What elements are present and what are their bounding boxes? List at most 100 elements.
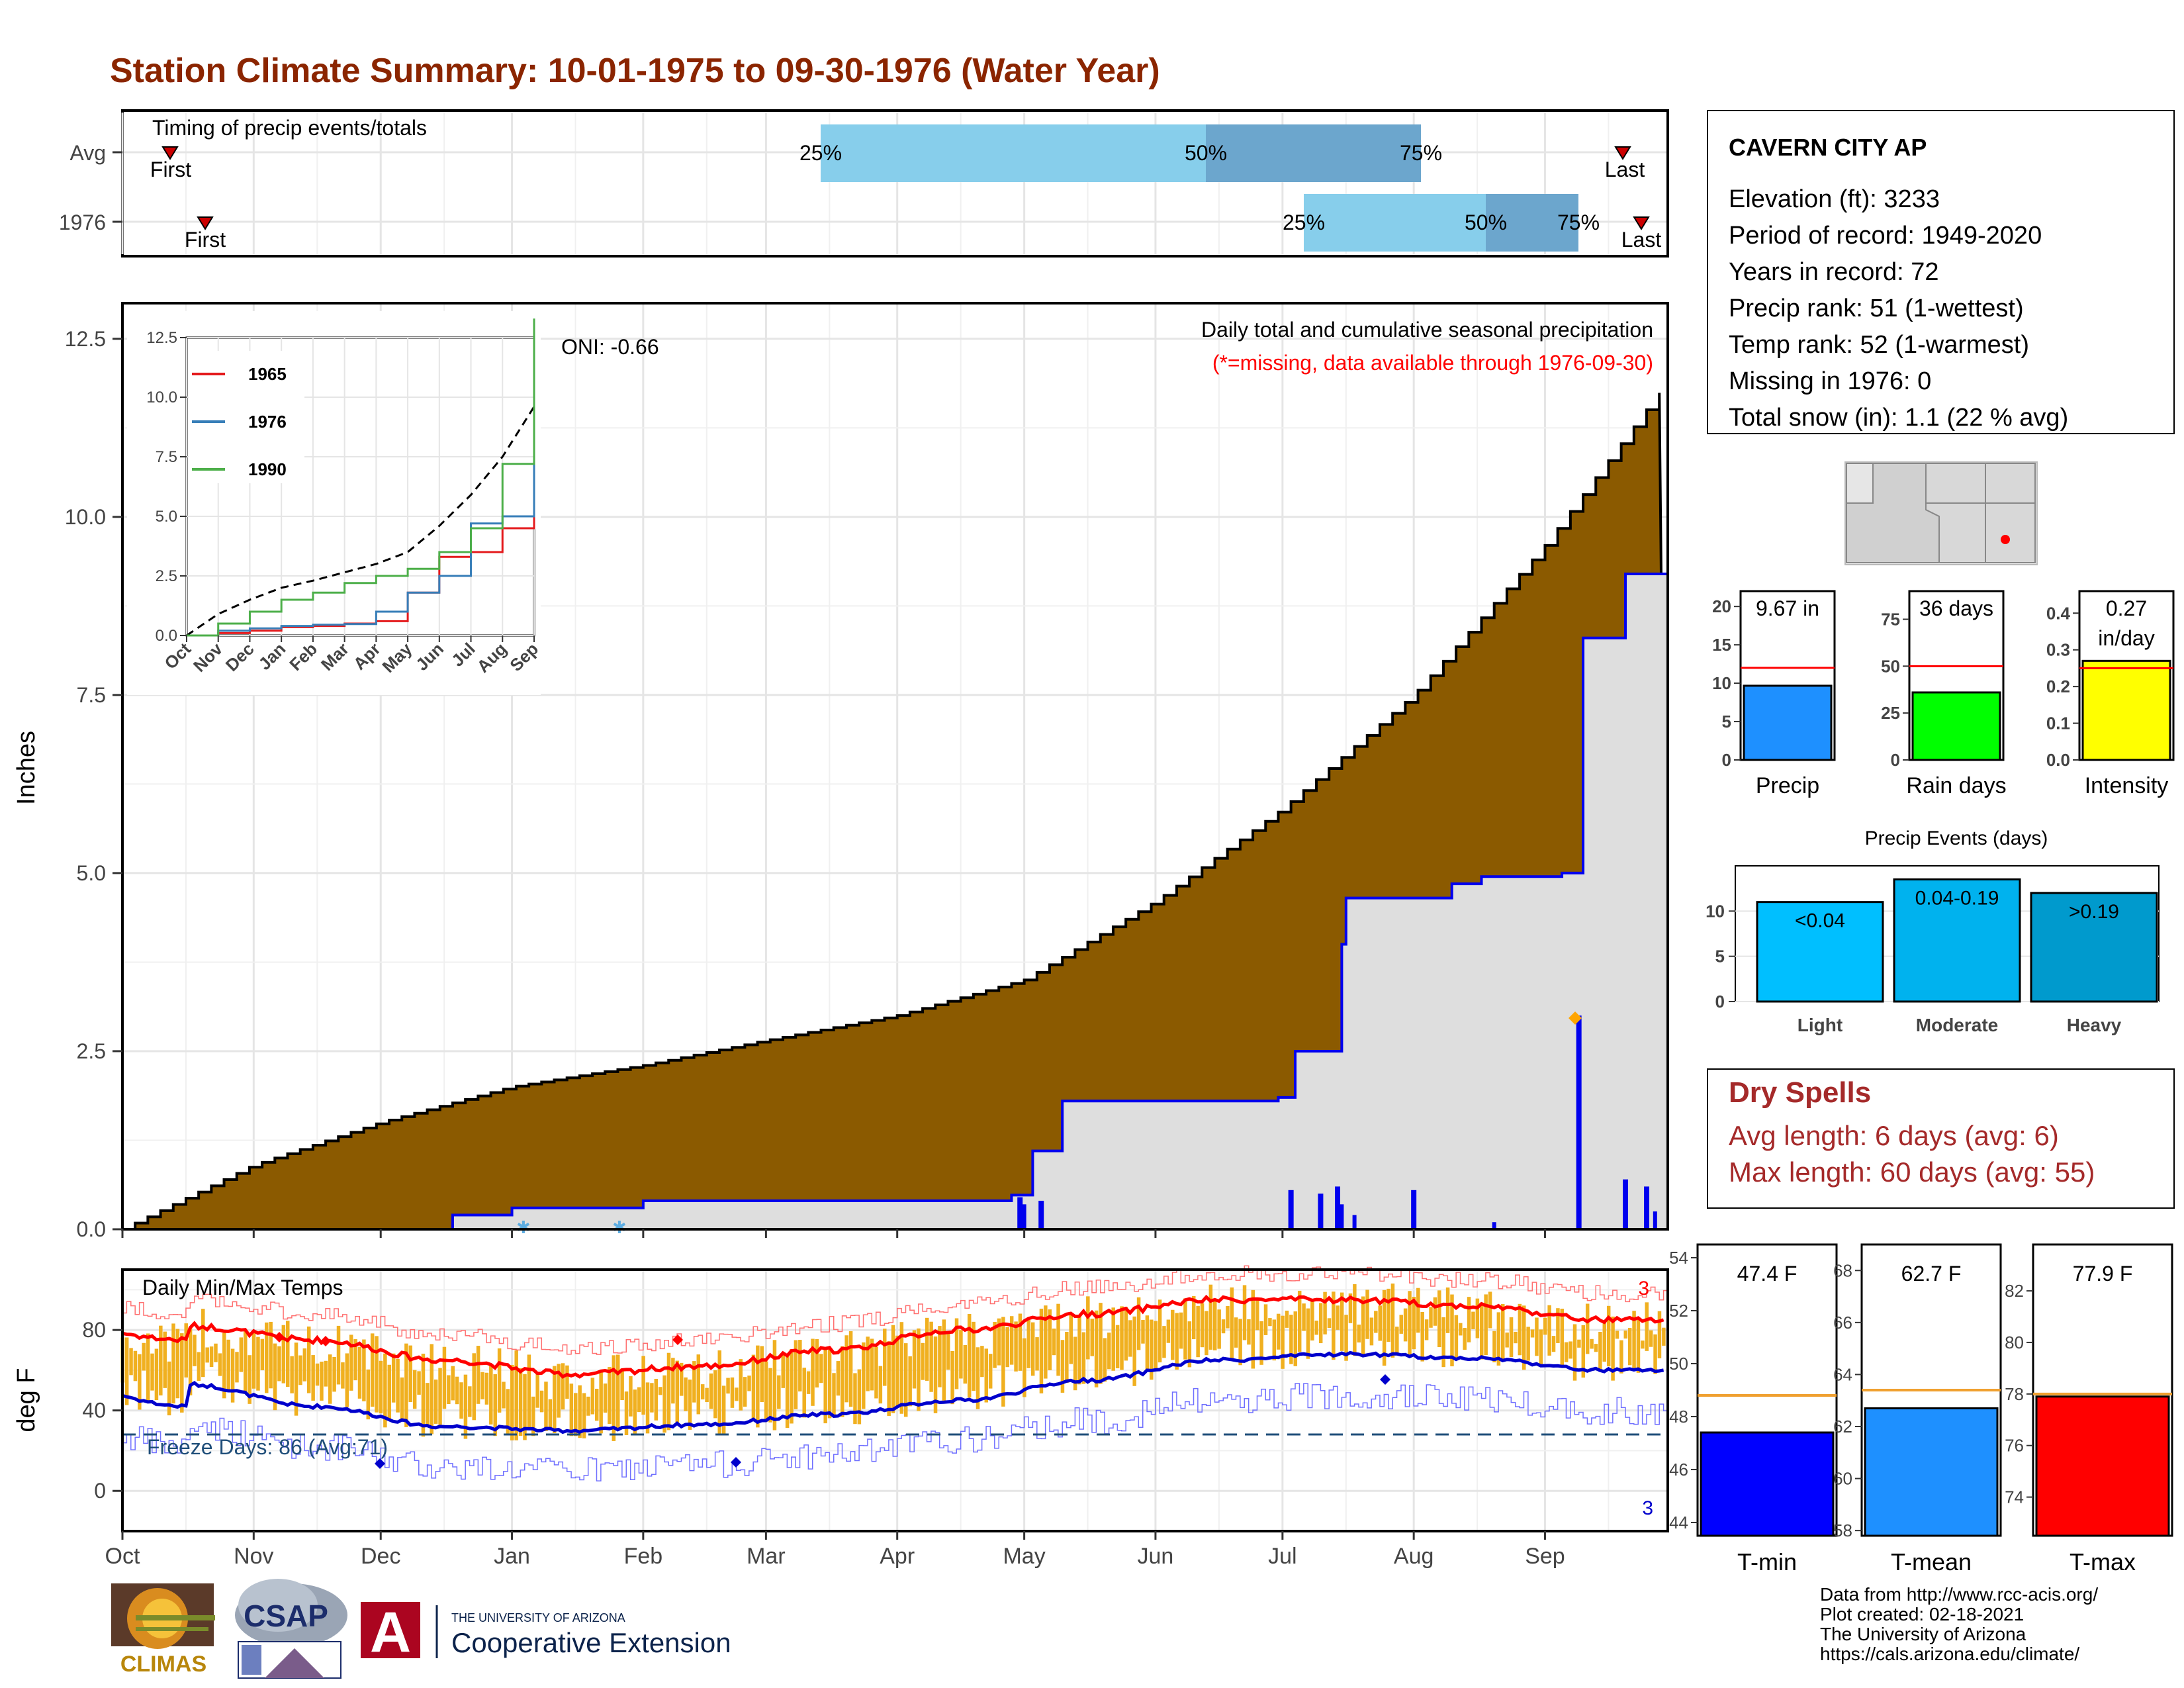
daily-temp-bar [129, 1348, 133, 1376]
daily-temp-bar [827, 1348, 832, 1419]
daily-temp-bar [209, 1346, 214, 1368]
daily-temp-bar [201, 1309, 205, 1378]
daily-temp-bar [421, 1353, 426, 1437]
footer-line: The University of Arizona [1820, 1624, 2026, 1644]
daily-temp-bar [345, 1353, 349, 1407]
daily-temp-bar [1424, 1319, 1429, 1340]
avg-75-label: 75% [1400, 141, 1442, 165]
daily-temp-bar [1026, 1319, 1031, 1368]
daily-temp-bar [671, 1358, 675, 1404]
summary-bar [2081, 659, 2171, 761]
daily-temp-bar [476, 1346, 480, 1404]
daily-temp-bar [917, 1328, 921, 1411]
y1976-25-50-bar [1304, 194, 1486, 252]
avg-first-marker [161, 146, 179, 160]
daily-temp-bar [222, 1333, 226, 1399]
summary-label: Intensity [2085, 773, 2169, 798]
avg-min-line [122, 1350, 1664, 1434]
daily-temp-bar [1551, 1336, 1556, 1352]
daily-temp-bar [171, 1323, 175, 1404]
daily-temp-bar [637, 1387, 641, 1413]
daily-temp-bar [1162, 1326, 1166, 1358]
daily-temp-bar [1619, 1340, 1623, 1374]
daily-temp-bar [1577, 1339, 1581, 1348]
daily-temp-bar [451, 1366, 455, 1401]
daily-temp-bar [138, 1354, 142, 1410]
daily-temp-bar [1556, 1308, 1560, 1343]
daily-temp-bar [1175, 1313, 1179, 1370]
temp-summary-label: T-min [1737, 1548, 1797, 1575]
month-tick: Mar [747, 1544, 786, 1569]
daily-temp-bar [1318, 1303, 1323, 1344]
daily-temp-bar [1263, 1304, 1268, 1335]
daily-temp-bar [620, 1368, 624, 1401]
daily-temp-bar [197, 1352, 201, 1382]
daily-temp-bar [794, 1340, 798, 1409]
daily-temp-bar [1662, 1327, 1666, 1346]
daily-temp-bar [133, 1350, 138, 1382]
daily-temp-bar [1488, 1291, 1492, 1329]
daily-temp-bar [615, 1354, 620, 1430]
daily-temp-bar [848, 1331, 853, 1407]
summary-value: 0.27 [2106, 596, 2147, 620]
daily-temp-bar [739, 1359, 743, 1411]
daily-temp-bar [768, 1368, 772, 1423]
daily-temp-bar [654, 1378, 659, 1421]
event-range: <0.04 [1795, 910, 1845, 932]
daily-temp-bar [336, 1325, 341, 1385]
daily-temp-bar [184, 1323, 188, 1378]
daily-temp-bar [1387, 1288, 1390, 1342]
daily-temp-bar [1212, 1299, 1217, 1350]
daily-temp-bar [1492, 1331, 1496, 1363]
daily-temp-bar [281, 1325, 286, 1383]
daily-temp-bar [1056, 1303, 1060, 1376]
oni-value: ONI: -0.66 [561, 335, 659, 359]
daily-temp-bar [391, 1353, 396, 1403]
daily-temp-bar [688, 1380, 692, 1430]
daily-temp-bar [1530, 1329, 1535, 1338]
daily-temp-bar [1208, 1284, 1213, 1350]
station-line: Years in record: 72 [1729, 258, 1939, 286]
temp-summary-tick: 48 [1669, 1407, 1688, 1427]
daily-temp-bar [1107, 1333, 1111, 1370]
month-tick: Aug [1394, 1544, 1434, 1569]
temp-y-tick: 40 [82, 1399, 106, 1423]
precip-y-tick: 2.5 [77, 1039, 106, 1063]
daily-temp-bar [1023, 1338, 1026, 1397]
daily-temp-bar [586, 1396, 590, 1416]
daily-temp-bar [1077, 1315, 1081, 1385]
station-location-dot [2001, 535, 2010, 544]
daily-temp-bar [743, 1377, 747, 1407]
month-tick: Jun [1138, 1544, 1174, 1569]
daily-temp-bar [357, 1346, 362, 1399]
daily-temp-bar [349, 1335, 353, 1391]
daily-temp-bar [1653, 1334, 1657, 1374]
daily-temp-bar [154, 1348, 159, 1401]
inset-y-tick: 5.0 [156, 508, 177, 526]
daily-temp-bar [921, 1342, 925, 1380]
daily-temp-bar [244, 1329, 248, 1394]
temp-summary-tick: 82 [2005, 1281, 2024, 1301]
daily-temp-bar [1297, 1290, 1302, 1352]
temp-summary-tick: 78 [2005, 1384, 2024, 1404]
daily-temp-bar [1323, 1291, 1327, 1335]
daily-temp-bar [1302, 1303, 1306, 1331]
daily-temp-bar [1572, 1324, 1577, 1381]
daily-temp-bar [574, 1393, 578, 1436]
daily-temp-bar [684, 1377, 688, 1411]
temp-summary-tick: 64 [1833, 1364, 1852, 1384]
daily-temp-bar [248, 1355, 251, 1404]
daily-temp-bar [887, 1341, 891, 1416]
daily-temp-bar [1141, 1320, 1145, 1344]
daily-temp-bar [811, 1338, 815, 1406]
daily-temp-bar [1484, 1294, 1488, 1355]
event-bar [1756, 901, 1884, 1003]
daily-temp-bar [692, 1361, 696, 1403]
daily-temp-bar [1547, 1305, 1551, 1356]
daily-temp-bar [1048, 1309, 1052, 1370]
snow-marker-feb: ✱ [612, 1217, 627, 1237]
event-bar [1893, 878, 2021, 1003]
daily-temp-bar [1306, 1308, 1310, 1359]
daily-temp-bar [1437, 1290, 1441, 1348]
daily-temp-bar [709, 1373, 713, 1409]
